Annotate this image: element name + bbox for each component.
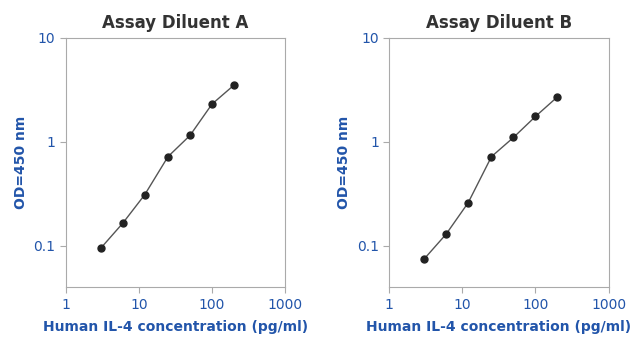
Title: Assay Diluent A: Assay Diluent A xyxy=(102,14,249,32)
X-axis label: Human IL-4 concentration (pg/ml): Human IL-4 concentration (pg/ml) xyxy=(366,320,632,334)
Title: Assay Diluent B: Assay Diluent B xyxy=(426,14,572,32)
X-axis label: Human IL-4 concentration (pg/ml): Human IL-4 concentration (pg/ml) xyxy=(43,320,308,334)
Y-axis label: OD=450 nm: OD=450 nm xyxy=(337,116,351,209)
Y-axis label: OD=450 nm: OD=450 nm xyxy=(14,116,28,209)
